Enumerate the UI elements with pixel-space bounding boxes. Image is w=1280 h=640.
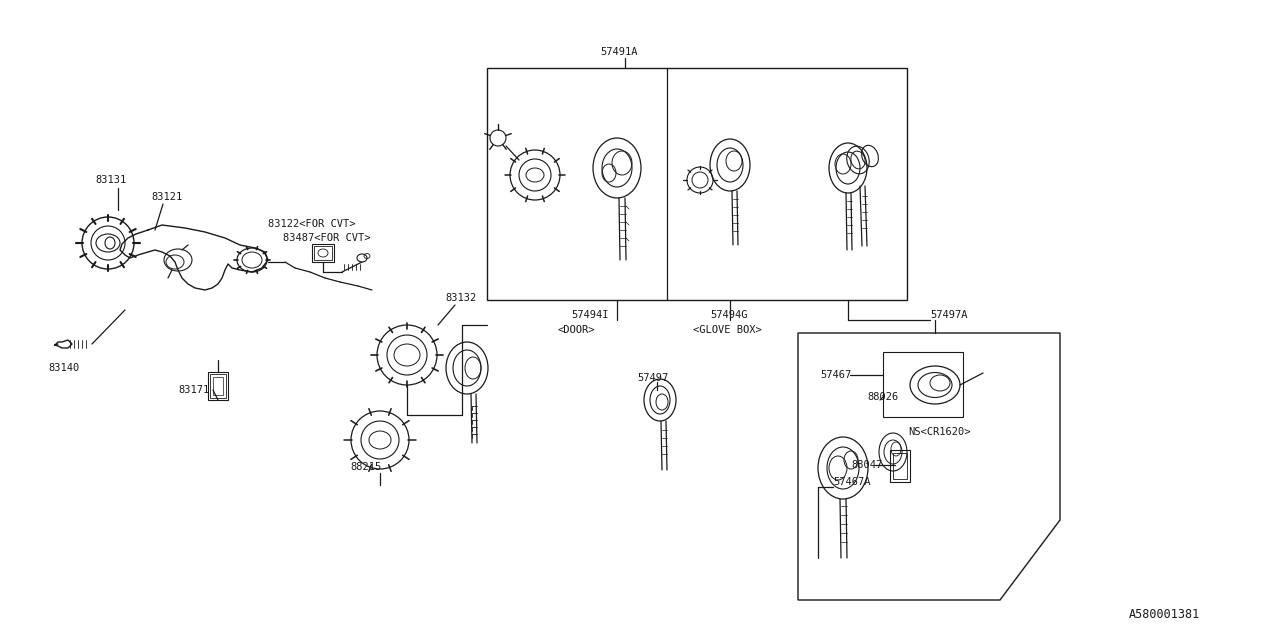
Text: 83131: 83131 xyxy=(95,175,127,185)
Bar xyxy=(893,453,908,479)
Text: 83132: 83132 xyxy=(445,293,476,303)
Bar xyxy=(486,68,908,300)
Bar xyxy=(890,450,910,482)
Text: 83121: 83121 xyxy=(151,192,182,202)
Text: 57494I: 57494I xyxy=(571,310,608,320)
Bar xyxy=(212,377,223,395)
Text: 57497: 57497 xyxy=(637,373,668,383)
Text: 88215: 88215 xyxy=(349,462,381,472)
Text: 57497A: 57497A xyxy=(931,310,968,320)
Text: <DOOR>: <DOOR> xyxy=(558,325,595,335)
Text: 57494G: 57494G xyxy=(710,310,748,320)
Text: 83171: 83171 xyxy=(178,385,209,395)
Bar xyxy=(314,246,332,260)
Text: 57467: 57467 xyxy=(820,370,851,380)
Text: <GLOVE BOX>: <GLOVE BOX> xyxy=(692,325,762,335)
Bar xyxy=(210,374,227,398)
Text: 57491A: 57491A xyxy=(600,47,637,57)
Bar xyxy=(883,352,963,417)
Text: NS<CR1620>: NS<CR1620> xyxy=(908,427,970,437)
Text: 83487<FOR CVT>: 83487<FOR CVT> xyxy=(283,233,370,243)
Text: 83122<FOR CVT>: 83122<FOR CVT> xyxy=(268,219,356,229)
Bar xyxy=(312,244,334,262)
Text: 88026: 88026 xyxy=(867,392,899,402)
Text: 88047: 88047 xyxy=(851,460,882,470)
Text: 57467A: 57467A xyxy=(833,477,870,487)
Text: A580001381: A580001381 xyxy=(1129,609,1201,621)
Text: 83140: 83140 xyxy=(49,363,79,373)
Bar xyxy=(207,372,228,400)
